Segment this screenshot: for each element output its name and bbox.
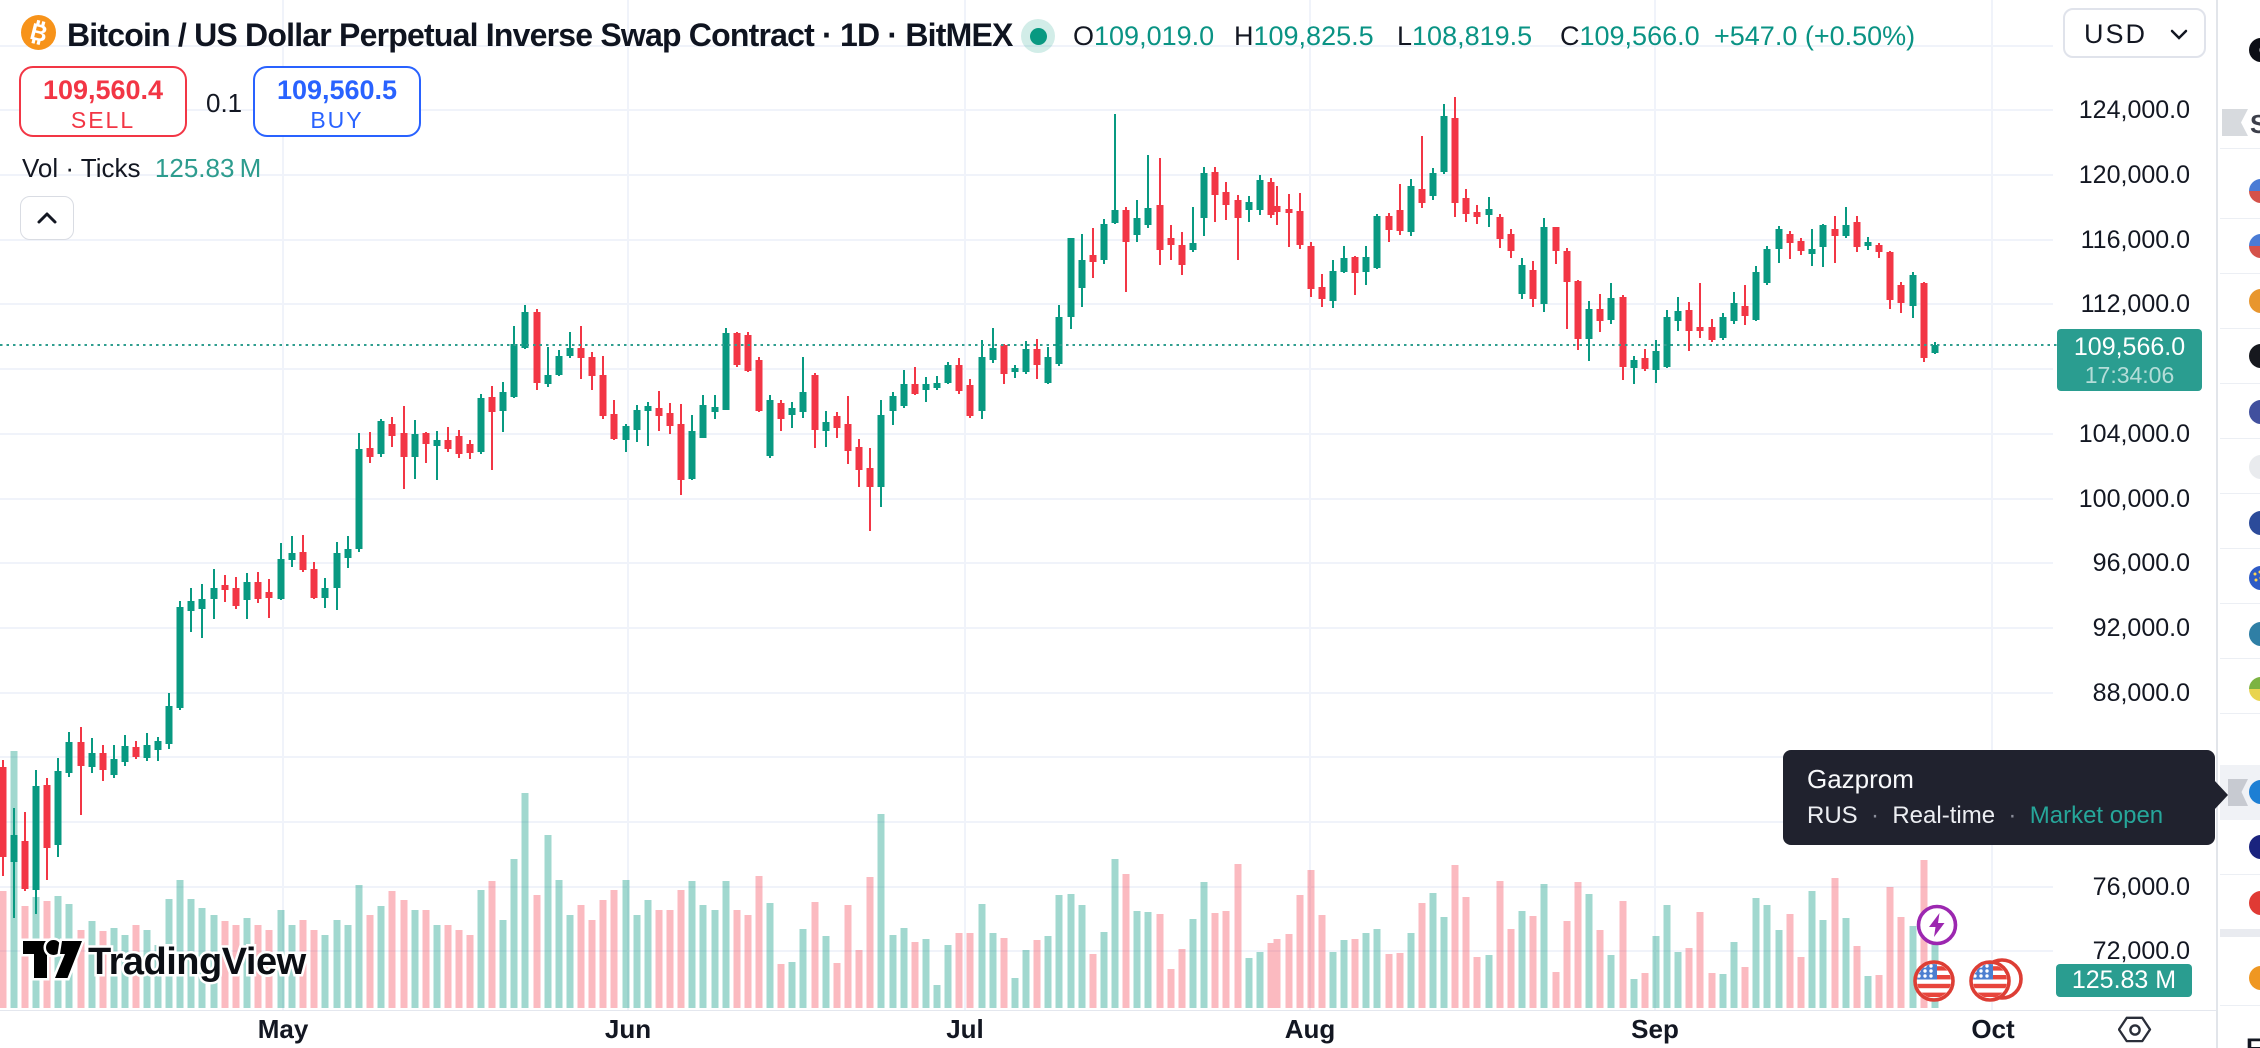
svg-text:B: B: [28, 18, 51, 47]
svg-text:S: S: [2250, 109, 2260, 137]
svg-text:TradingView: TradingView: [88, 941, 307, 983]
